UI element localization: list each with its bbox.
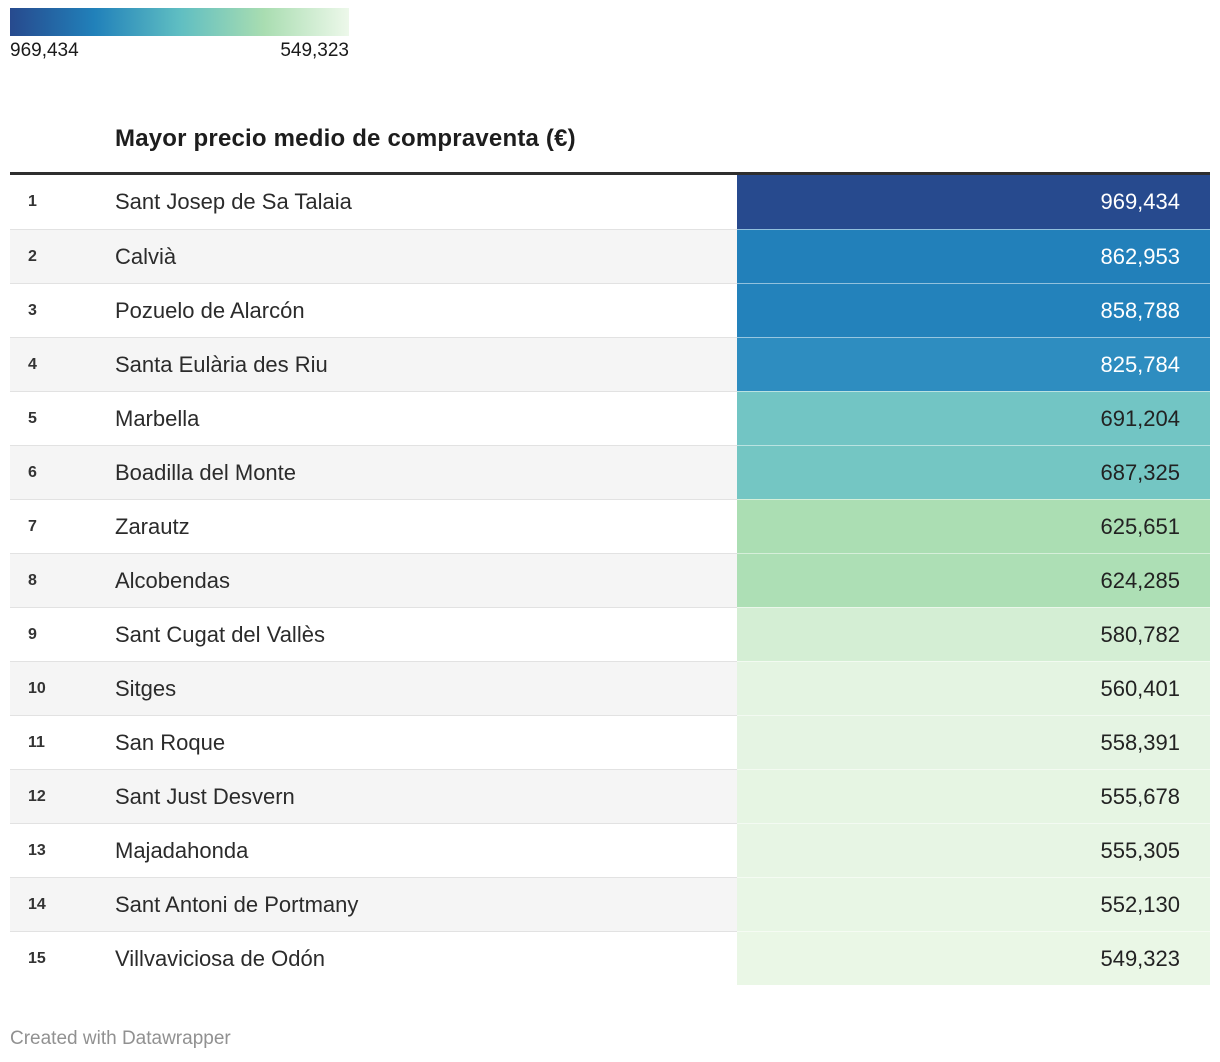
table-row: 1 Sant Josep de Sa Talaia 969,434 bbox=[10, 175, 1210, 229]
rank-label: 15 bbox=[10, 931, 115, 985]
table-row: 3 Pozuelo de Alarcón 858,788 bbox=[10, 283, 1210, 337]
municipality-label: Majadahonda bbox=[115, 823, 737, 877]
legend-max-label: 969,434 bbox=[10, 40, 79, 61]
value-cell: 560,401 bbox=[737, 661, 1210, 715]
value-cell: 969,434 bbox=[737, 175, 1210, 229]
municipality-label: Zarautz bbox=[115, 499, 737, 553]
value-cell: 558,391 bbox=[737, 715, 1210, 769]
municipality-label: Santa Eulària des Riu bbox=[115, 337, 737, 391]
municipality-label: Sant Cugat del Vallès bbox=[115, 607, 737, 661]
legend-min-label: 549,323 bbox=[280, 40, 349, 61]
table-row: 6 Boadilla del Monte 687,325 bbox=[10, 445, 1210, 499]
municipality-label: Pozuelo de Alarcón bbox=[115, 283, 737, 337]
color-legend: 969,434 549,323 bbox=[10, 8, 349, 62]
rank-label: 9 bbox=[10, 607, 115, 661]
rank-label: 10 bbox=[10, 661, 115, 715]
rank-label: 1 bbox=[10, 175, 115, 229]
municipality-label: Calvià bbox=[115, 229, 737, 283]
table-row: 8 Alcobendas 624,285 bbox=[10, 553, 1210, 607]
table-row: 9 Sant Cugat del Vallès 580,782 bbox=[10, 607, 1210, 661]
value-cell: 555,305 bbox=[737, 823, 1210, 877]
table-row: 5 Marbella 691,204 bbox=[10, 391, 1210, 445]
legend-gradient-bar bbox=[10, 8, 349, 36]
rank-label: 2 bbox=[10, 229, 115, 283]
table-row: 15 Villvaviciosa de Odón 549,323 bbox=[10, 931, 1210, 985]
value-cell: 691,204 bbox=[737, 391, 1210, 445]
table-row: 2 Calvià 862,953 bbox=[10, 229, 1210, 283]
municipality-label: Marbella bbox=[115, 391, 737, 445]
municipality-label: Villvaviciosa de Odón bbox=[115, 931, 737, 985]
rank-label: 5 bbox=[10, 391, 115, 445]
municipality-label: San Roque bbox=[115, 715, 737, 769]
rank-label: 13 bbox=[10, 823, 115, 877]
datawrapper-credit: Created with Datawrapper bbox=[10, 1028, 231, 1049]
municipality-label: Alcobendas bbox=[115, 553, 737, 607]
ranking-table: 1 Sant Josep de Sa Talaia 969,434 2 Calv… bbox=[10, 172, 1210, 985]
rank-label: 11 bbox=[10, 715, 115, 769]
rank-label: 3 bbox=[10, 283, 115, 337]
rank-label: 4 bbox=[10, 337, 115, 391]
table-row: 13 Majadahonda 555,305 bbox=[10, 823, 1210, 877]
municipality-label: Boadilla del Monte bbox=[115, 445, 737, 499]
municipality-label: Sant Josep de Sa Talaia bbox=[115, 175, 737, 229]
page-title: Mayor precio medio de compraventa (€) bbox=[115, 125, 576, 152]
table-row: 7 Zarautz 625,651 bbox=[10, 499, 1210, 553]
value-cell: 580,782 bbox=[737, 607, 1210, 661]
value-cell: 552,130 bbox=[737, 877, 1210, 931]
value-cell: 858,788 bbox=[737, 283, 1210, 337]
municipality-label: Sitges bbox=[115, 661, 737, 715]
value-cell: 862,953 bbox=[737, 229, 1210, 283]
value-cell: 825,784 bbox=[737, 337, 1210, 391]
rank-label: 12 bbox=[10, 769, 115, 823]
value-cell: 549,323 bbox=[737, 931, 1210, 985]
value-cell: 555,678 bbox=[737, 769, 1210, 823]
table-row: 12 Sant Just Desvern 555,678 bbox=[10, 769, 1210, 823]
table-row: 14 Sant Antoni de Portmany 552,130 bbox=[10, 877, 1210, 931]
table-row: 10 Sitges 560,401 bbox=[10, 661, 1210, 715]
municipality-label: Sant Antoni de Portmany bbox=[115, 877, 737, 931]
rank-label: 6 bbox=[10, 445, 115, 499]
rank-label: 14 bbox=[10, 877, 115, 931]
rank-label: 7 bbox=[10, 499, 115, 553]
table-row: 4 Santa Eulària des Riu 825,784 bbox=[10, 337, 1210, 391]
value-cell: 625,651 bbox=[737, 499, 1210, 553]
table-row: 11 San Roque 558,391 bbox=[10, 715, 1210, 769]
rank-label: 8 bbox=[10, 553, 115, 607]
value-cell: 624,285 bbox=[737, 553, 1210, 607]
value-cell: 687,325 bbox=[737, 445, 1210, 499]
municipality-label: Sant Just Desvern bbox=[115, 769, 737, 823]
